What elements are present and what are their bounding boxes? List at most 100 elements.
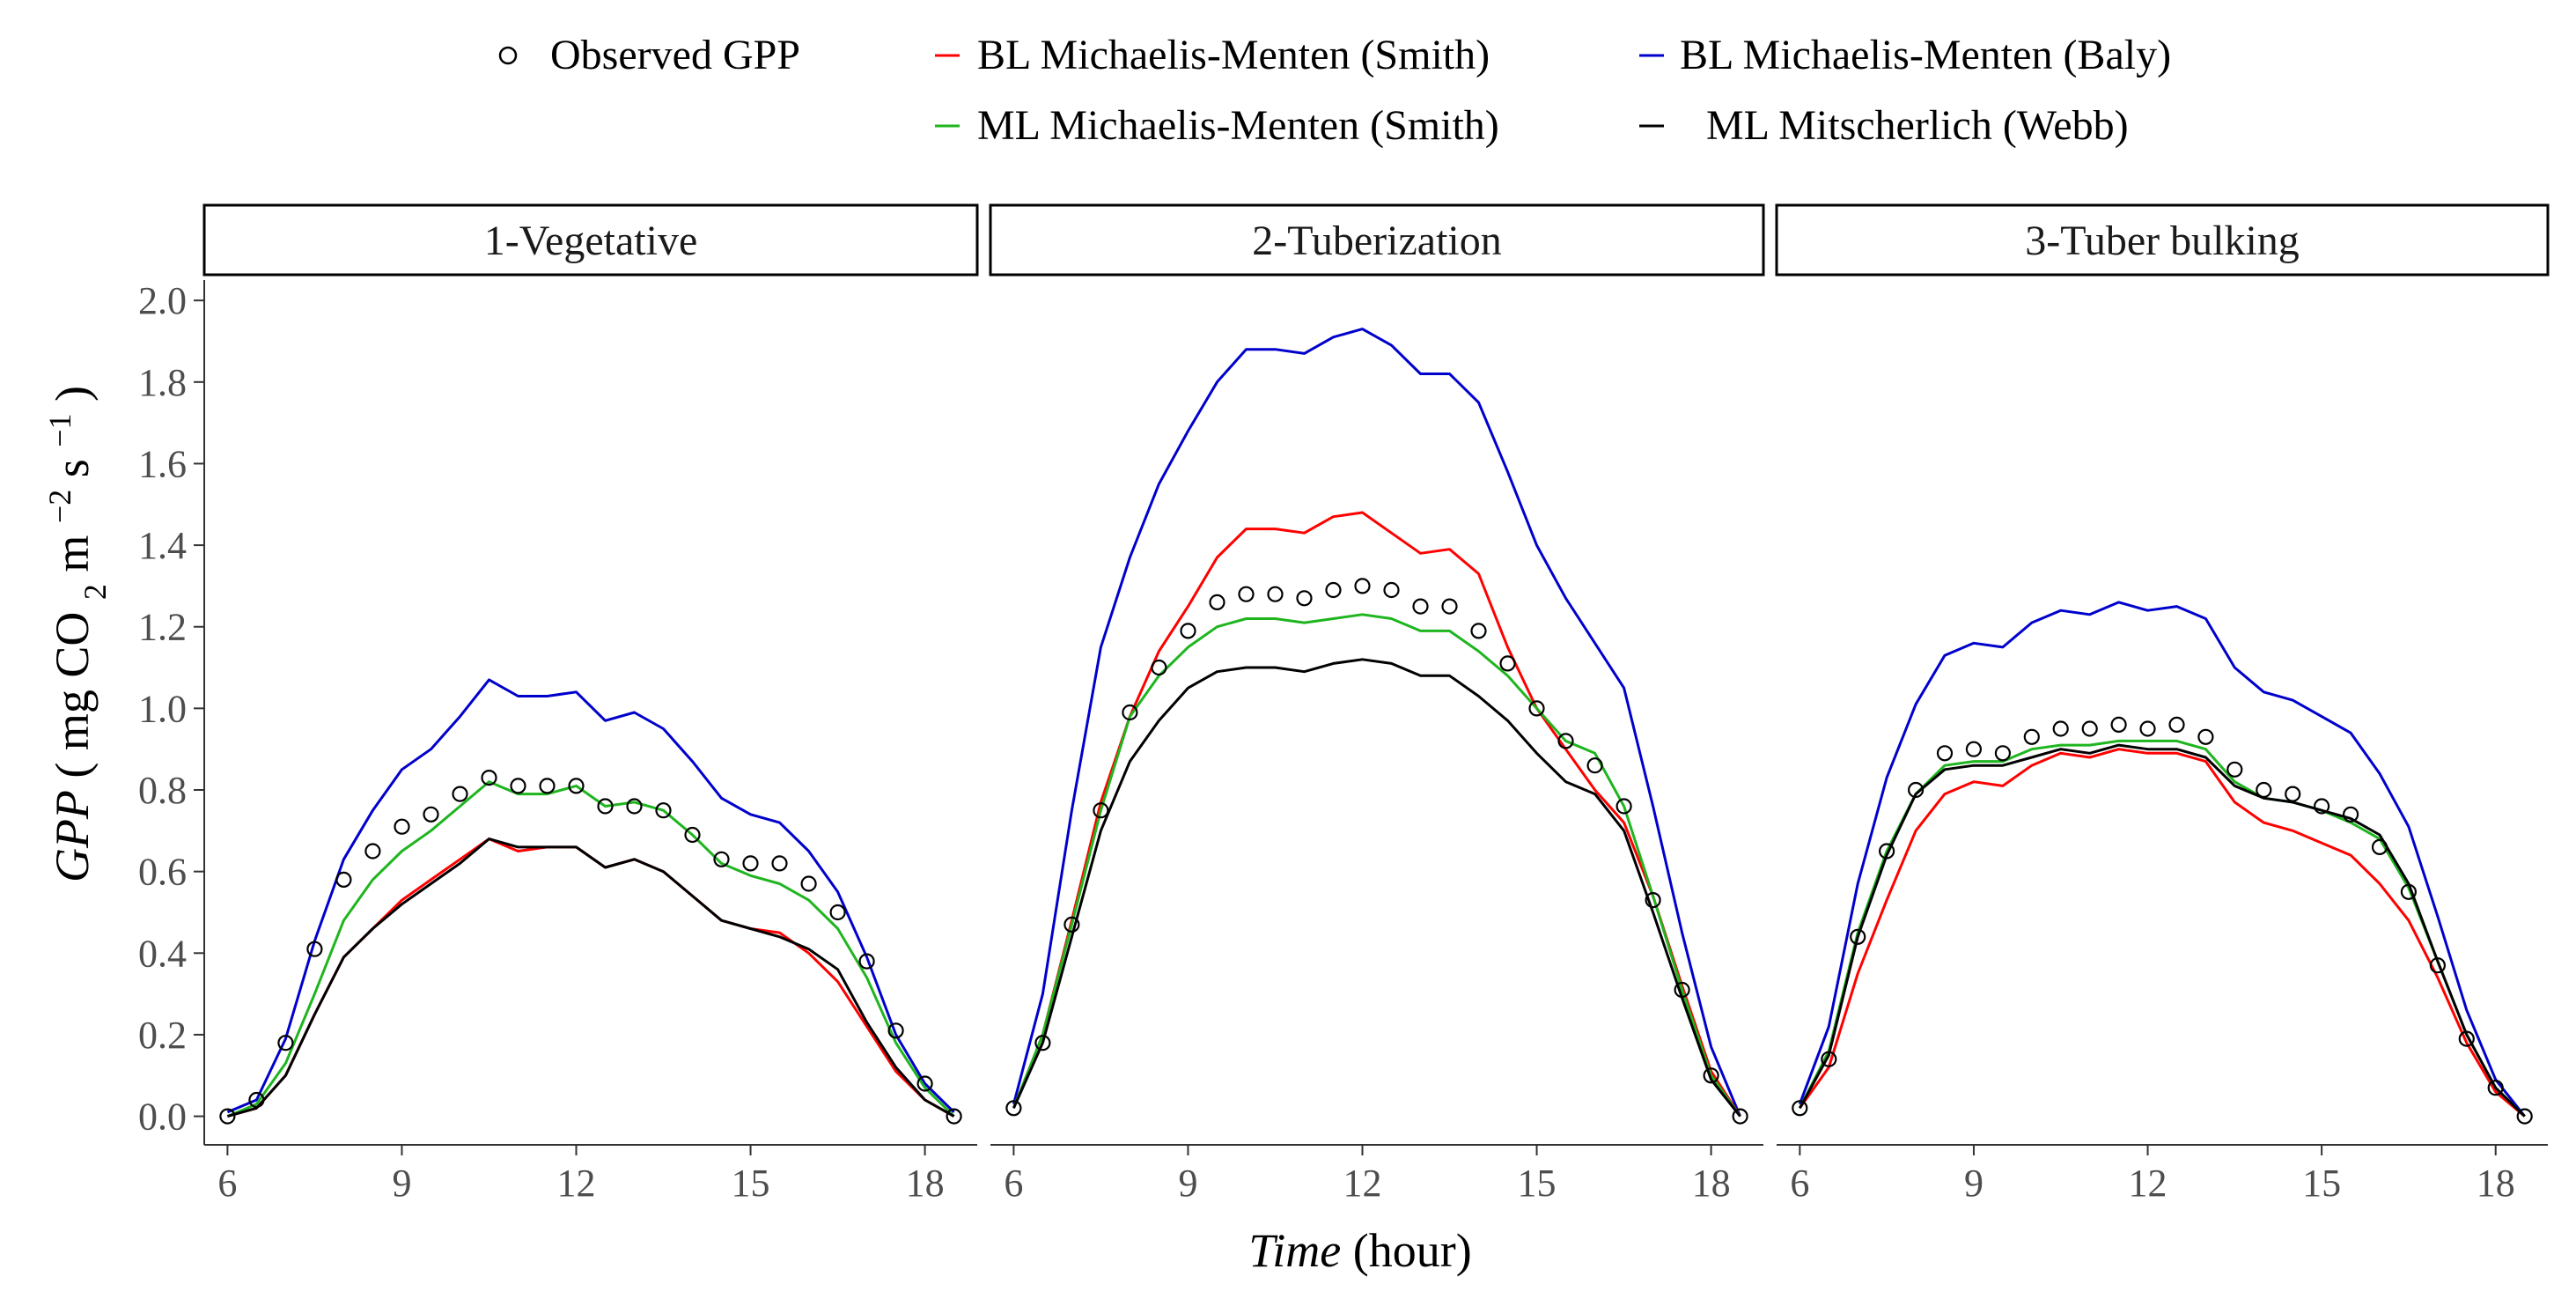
observed-point [394, 818, 410, 835]
legend-item-bl-baly: BL Michaelis-Menten (Baly) [1639, 32, 2171, 78]
observed-point [1879, 843, 1895, 860]
legend: Observed GPP BL Michaelis-Menten (Smith)… [498, 32, 2171, 149]
series-line-bl-baly [1012, 328, 1741, 1118]
observed-point [2197, 728, 2214, 745]
observed-point [887, 1022, 904, 1039]
y-tick-label: 2.0 [138, 279, 187, 322]
observed-point [626, 798, 643, 815]
legend-label-observed-gpp: Observed GPP [550, 32, 800, 78]
observed-point [1528, 700, 1545, 717]
observed-point [1325, 581, 1342, 599]
y-tick-label: 1.6 [138, 442, 187, 485]
observed-point [916, 1075, 933, 1092]
observed-point [1180, 623, 1196, 639]
observed-point [800, 875, 817, 892]
x-tick-label: 12 [2129, 1162, 2168, 1205]
y-tick-label: 0.6 [138, 851, 187, 894]
y-axis-title-gpp: GPP [46, 790, 99, 882]
x-tick-label: 6 [1790, 1162, 1809, 1205]
observed-point [1908, 781, 1925, 799]
observed-point [655, 802, 672, 819]
observed-point [1412, 598, 1429, 615]
observed-point [219, 1108, 236, 1125]
x-tick-label: 9 [1964, 1162, 1984, 1205]
x-tick-label: 9 [1178, 1162, 1197, 1205]
series-line-ml-webb [226, 837, 955, 1118]
observed-point [423, 806, 439, 823]
observed-point [539, 778, 556, 794]
x-tick-label: 15 [2302, 1162, 2341, 1205]
series-line-bl-baly [226, 678, 955, 1114]
observed-point [1792, 1100, 1808, 1117]
observed-point [1645, 891, 1661, 909]
series-line-bl-smith [1799, 748, 2526, 1118]
observed-point [2285, 786, 2301, 802]
observed-point [2023, 728, 2040, 745]
y-tick-label: 0.2 [138, 1014, 187, 1057]
x-tick-label: 18 [906, 1162, 945, 1205]
observed-point [1557, 733, 1574, 749]
panel-title: 2-Tuberization [1252, 218, 1502, 264]
observed-point [742, 855, 759, 872]
observed-point [1703, 1067, 1719, 1084]
observed-point [481, 769, 497, 786]
legend-label-ml-smith: ML Michaelis-Menten (Smith) [977, 102, 1499, 149]
series-line-ml-smith [1012, 613, 1741, 1118]
observed-point [2256, 781, 2272, 799]
observed-point [248, 1091, 265, 1109]
panel-3: 3-Tuber bulking 6 9 12 15 18 [1775, 203, 2550, 1205]
observed-point [2110, 716, 2127, 734]
legend-item-observed-gpp: Observed GPP [498, 32, 800, 78]
observed-point [1034, 1035, 1051, 1051]
observed-point [1354, 578, 1371, 594]
series-line-ml-webb [1012, 658, 1741, 1118]
observed-point [946, 1108, 962, 1125]
legend-label-ml-webb: ML Mitscherlich (Webb) [1706, 102, 2129, 149]
observed-point [277, 1035, 294, 1051]
observed-point [335, 871, 352, 889]
x-tick-label: 12 [556, 1162, 595, 1205]
observed-point [2081, 720, 2098, 737]
panel-title: 1-Vegetative [484, 218, 698, 264]
y-tick-label: 0.8 [138, 769, 187, 812]
x-tick-label: 6 [217, 1162, 237, 1205]
observed-point [1965, 741, 1982, 757]
x-tick-label: 12 [1343, 1162, 1381, 1205]
observed-point [2168, 716, 2185, 734]
x-tick-label: 18 [2477, 1162, 2515, 1205]
observed-point [1122, 704, 1138, 721]
x-axis-title: Time (hour) [1248, 1224, 1471, 1277]
observed-point [1441, 598, 1458, 615]
observed-point [2516, 1108, 2533, 1125]
observed-point [829, 904, 846, 921]
y-axis-title-sup-s: −1 [42, 413, 77, 446]
x-tick-label: 6 [1004, 1162, 1023, 1205]
observed-point [713, 851, 730, 867]
observed-point [597, 798, 614, 815]
observed-point [452, 786, 468, 802]
observed-point [771, 855, 788, 872]
observed-point [306, 941, 323, 957]
y-tick-label: 1.2 [138, 606, 187, 649]
series-line-ml-webb [1798, 743, 2526, 1118]
y-axis-title-unit-open: ( mg CO [46, 612, 99, 778]
observed-point [2226, 761, 2243, 778]
legend-label-bl-smith: BL Michaelis-Menten (Smith) [977, 32, 1490, 78]
y-axis-title: GPP ( mg CO 2 m −2 s −1 ) [42, 386, 113, 882]
series-line-bl-baly [1798, 601, 2526, 1118]
observed-point [510, 778, 526, 794]
y-axis-title-unit-s: s [46, 459, 99, 477]
y-tick-label: 1.0 [138, 687, 187, 730]
y-tick-label: 0.4 [138, 932, 187, 975]
legend-label-bl-baly: BL Michaelis-Menten (Baly) [1680, 32, 2171, 78]
legend-item-ml-webb: ML Mitscherlich (Webb) [1639, 102, 2129, 149]
panel-2: 2-Tuberization 6 9 12 15 18 [989, 203, 1765, 1205]
observed-point [1151, 659, 1167, 676]
observed-point [1499, 655, 1516, 672]
panel-strip [1775, 203, 2550, 277]
legend-key-observed-gpp [498, 46, 518, 65]
observed-point [2429, 957, 2446, 974]
series-line-ml-smith [1798, 739, 2526, 1118]
x-tick-label: 15 [1518, 1162, 1557, 1205]
observed-point [364, 843, 381, 860]
